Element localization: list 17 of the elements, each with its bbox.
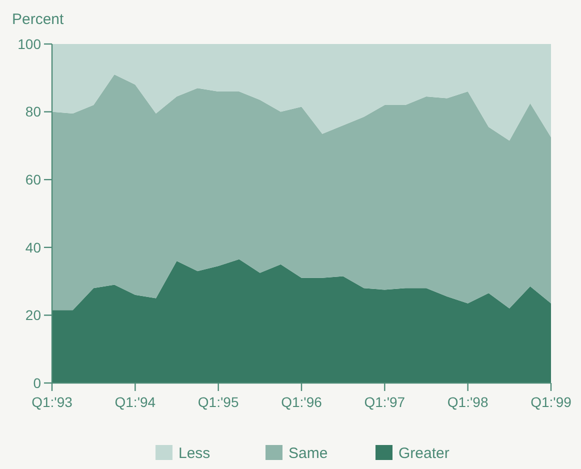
y-tick-label: 40 — [25, 239, 42, 256]
x-tick-label: Q1:'99 — [530, 394, 572, 410]
y-tick-label: 60 — [25, 172, 42, 188]
y-tick-label: 20 — [25, 307, 42, 324]
x-tick-label: Q1:'93 — [32, 394, 73, 410]
x-tick-label: Q1:'95 — [198, 394, 239, 410]
y-tick-label: 80 — [25, 104, 42, 120]
legend-label: Less — [178, 445, 210, 462]
y-tick-label: 0 — [33, 374, 42, 391]
x-tick-label: Q1:'96 — [281, 394, 322, 410]
x-tick-label: Q1:'94 — [114, 394, 156, 410]
y-axis-title: Percent — [12, 11, 65, 28]
legend-label: Same — [288, 445, 328, 462]
x-tick-label: Q1:'98 — [447, 394, 488, 410]
legend-label: Greater — [398, 445, 450, 462]
y-tick-label: 100 — [18, 36, 42, 52]
x-tick-label: Q1:'97 — [364, 394, 406, 410]
